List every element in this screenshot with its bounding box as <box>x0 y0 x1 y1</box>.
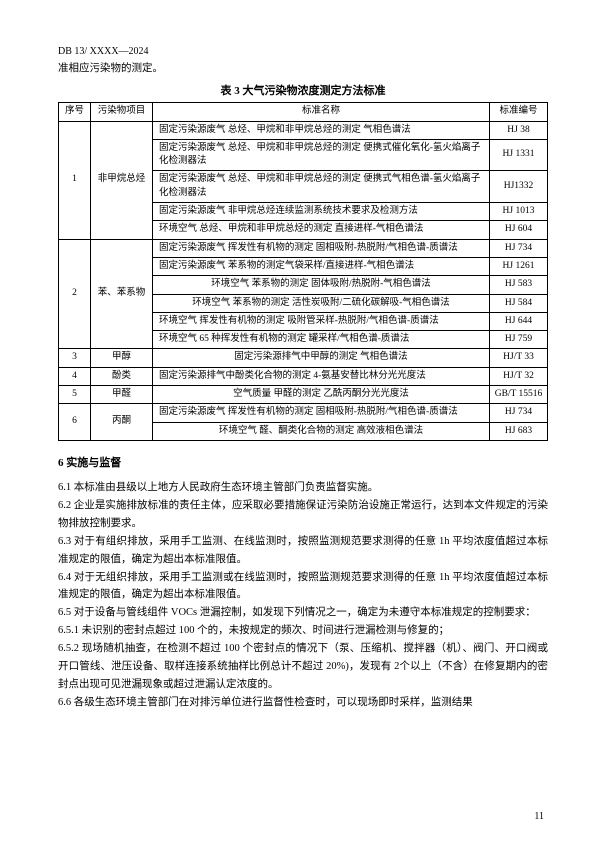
cell-name: 环境空气 总烃、甲烷和非甲烷总烃的测定 直接进样-气相色谱法 <box>153 221 490 239</box>
cell-name: 固定污染源排气中酚类化合物的测定 4-氨基安替比林分光光度法 <box>153 367 490 385</box>
cell-name: 固定污染源废气 苯系物的测定气袋采样/直接进样-气相色谱法 <box>153 257 490 275</box>
table-title: 表 3 大气污染物浓度测定方法标准 <box>58 83 548 100</box>
cell-name: 固定污染源废气 总烃、甲烷和非甲烷总烃的测定 气相色谱法 <box>153 121 490 139</box>
doc-code: DB 13/ XXXX—2024 <box>58 44 548 59</box>
cell-name: 环境空气 苯系物的测定 固体吸附/热脱附-气相色谱法 <box>153 276 490 294</box>
cell-name: 固定污染源废气 总烃、甲烷和非甲烷总烃的测定 便携式催化氧化-氢火焰离子化检测器… <box>153 139 490 171</box>
para-6-6: 6.6 各级生态环境主管部门在对排污单位进行监督性检查时，可以现场即时采样，监测… <box>58 694 548 712</box>
cell-code: HJ 683 <box>490 422 548 440</box>
cell-item: 丙酮 <box>91 404 153 441</box>
cell-name: 固定污染源废气 挥发性有机物的测定 固相吸附-热脱附/气相色谱-质谱法 <box>153 239 490 257</box>
cell-code: GB/T 15516 <box>490 386 548 404</box>
cell-code: HJ 1331 <box>490 139 548 171</box>
cell-code: HJ 38 <box>490 121 548 139</box>
cell-item: 苯、苯系物 <box>91 239 153 349</box>
cell-code: HJ 583 <box>490 276 548 294</box>
cell-name: 固定污染源废气 挥发性有机物的测定 固相吸附-热脱附/气相色谱-质谱法 <box>153 404 490 422</box>
cell-item: 甲醇 <box>91 349 153 367</box>
cell-code: HJ 734 <box>490 404 548 422</box>
cell-code: HJ 734 <box>490 239 548 257</box>
cell-item: 非甲烷总烃 <box>91 121 153 239</box>
page-number: 11 <box>534 809 544 824</box>
table-row: 1 非甲烷总烃 固定污染源废气 总烃、甲烷和非甲烷总烃的测定 气相色谱法 HJ … <box>59 121 548 139</box>
cell-code: HJ/T 32 <box>490 367 548 385</box>
para-6-4: 6.4 对于无组织排放，采用手工监测或在线监测时，按照监测规范要求测得的任意 1… <box>58 569 548 605</box>
th-name: 标准名称 <box>153 103 490 121</box>
table-row: 6 丙酮 固定污染源废气 挥发性有机物的测定 固相吸附-热脱附/气相色谱-质谱法… <box>59 404 548 422</box>
cell-seq: 3 <box>59 349 91 367</box>
cell-name: 环境空气 苯系物的测定 活性炭吸附/二硫化碳解吸-气相色谱法 <box>153 294 490 312</box>
table-row: 5 甲醛 空气质量 甲醛的测定 乙酰丙酮分光光度法 GB/T 15516 <box>59 386 548 404</box>
table-row: 4 酚类 固定污染源排气中酚类化合物的测定 4-氨基安替比林分光光度法 HJ/T… <box>59 367 548 385</box>
cell-seq: 6 <box>59 404 91 441</box>
th-item: 污染物项目 <box>91 103 153 121</box>
para-6-2: 6.2 企业是实施排放标准的责任主体，应采取必要措施保证污染防治设施正常运行，达… <box>58 497 548 533</box>
cell-code: HJ1332 <box>490 171 548 203</box>
cell-name: 固定污染源废气 总烃、甲烷和非甲烷总烃的测定 便携式气相色谱-氢火焰离子化检测器… <box>153 171 490 203</box>
section-6-title: 6 实施与监督 <box>58 455 548 472</box>
cell-name: 环境空气 65 种挥发性有机物的测定 罐采样/气相色谱-质谱法 <box>153 331 490 349</box>
para-6-5-1: 6.5.1 未识别的密封点超过 100 个的，未按规定的频次、时间进行泄漏检测与… <box>58 622 548 640</box>
cell-name: 固定污染源废气 非甲烷总烃连续监测系统技术要求及检测方法 <box>153 203 490 221</box>
th-seq: 序号 <box>59 103 91 121</box>
cell-seq: 5 <box>59 386 91 404</box>
cell-code: HJ 584 <box>490 294 548 312</box>
cell-seq: 4 <box>59 367 91 385</box>
th-code: 标准编号 <box>490 103 548 121</box>
standards-table: 序号 污染物项目 标准名称 标准编号 1 非甲烷总烃 固定污染源废气 总烃、甲烷… <box>58 102 548 441</box>
cell-name: 环境空气 醛、酮类化合物的测定 高效液相色谱法 <box>153 422 490 440</box>
para-6-1: 6.1 本标准由县级以上地方人民政府生态环境主管部门负责监督实施。 <box>58 479 548 497</box>
cell-item: 甲醛 <box>91 386 153 404</box>
cell-name: 空气质量 甲醛的测定 乙酰丙酮分光光度法 <box>153 386 490 404</box>
para-6-5: 6.5 对于设备与管线组件 VOCs 泄漏控制，如发现下列情况之一，确定为未遵守… <box>58 604 548 622</box>
cell-code: HJ 759 <box>490 331 548 349</box>
intro-text: 准相应污染物的测定。 <box>58 61 548 77</box>
para-6-3: 6.3 对于有组织排放，采用手工监测、在线监测时，按照监测规范要求测得的任意 1… <box>58 533 548 569</box>
table-header-row: 序号 污染物项目 标准名称 标准编号 <box>59 103 548 121</box>
cell-code: HJ 1013 <box>490 203 548 221</box>
cell-name: 固定污染源排气中甲醇的测定 气相色谱法 <box>153 349 490 367</box>
table-row: 2 苯、苯系物 固定污染源废气 挥发性有机物的测定 固相吸附-热脱附/气相色谱-… <box>59 239 548 257</box>
para-6-5-2: 6.5.2 现场随机抽查，在检测不超过 100 个密封点的情况下（泵、压缩机、搅… <box>58 640 548 694</box>
cell-seq: 2 <box>59 239 91 349</box>
table-row: 3 甲醇 固定污染源排气中甲醇的测定 气相色谱法 HJ/T 33 <box>59 349 548 367</box>
cell-code: HJ 1261 <box>490 257 548 275</box>
cell-seq: 1 <box>59 121 91 239</box>
cell-code: HJ/T 33 <box>490 349 548 367</box>
cell-code: HJ 604 <box>490 221 548 239</box>
cell-item: 酚类 <box>91 367 153 385</box>
cell-name: 环境空气 挥发性有机物的测定 吸附管采样-热脱附/气相色谱-质谱法 <box>153 312 490 330</box>
cell-code: HJ 644 <box>490 312 548 330</box>
